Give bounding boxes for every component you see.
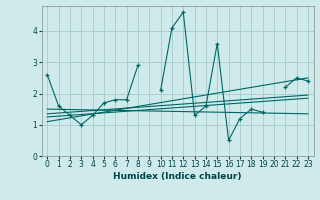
X-axis label: Humidex (Indice chaleur): Humidex (Indice chaleur) xyxy=(113,172,242,181)
